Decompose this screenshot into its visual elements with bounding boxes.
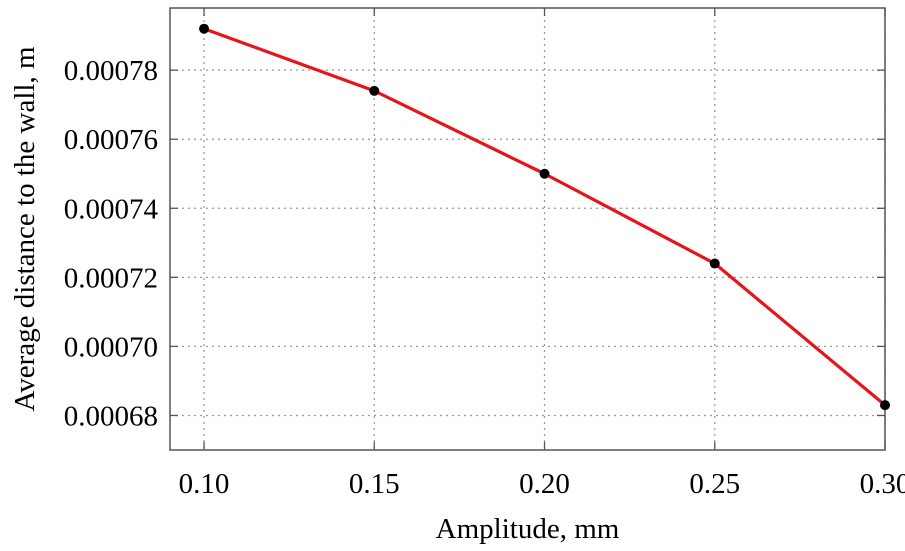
x-tick-label: 0.10 [179,468,230,500]
y-tick-label: 0.00074 [64,193,159,225]
x-tick-label: 0.30 [860,468,905,500]
x-tick-label: 0.25 [689,468,740,500]
y-tick-label: 0.00076 [64,124,158,156]
data-point [880,400,890,411]
grid [170,8,886,450]
plot-frame [169,7,886,451]
y-axis-tick-labels: 0.00068 0.00070 0.00072 0.00074 0.00076 0.000… [64,55,159,432]
y-tick-label: 0.00070 [64,331,158,363]
data-point [539,168,550,179]
series-line [203,27,887,407]
data-point [199,23,210,34]
y-axis-title: Average distance to the wall, m [9,46,41,411]
y-tick-label: 0.00078 [64,55,158,87]
x-axis-tick-labels: 0.10 0.15 0.20 0.25 0.30 [179,468,905,500]
x-tick-label: 0.15 [349,468,400,500]
data-point [709,258,720,269]
axis-ticks [170,8,886,450]
x-axis-title: Amplitude, mm [436,513,620,545]
x-tick-label: 0.20 [519,468,570,500]
y-tick-label: 0.00072 [64,262,158,294]
series [199,23,890,411]
y-tick-label: 0.00068 [64,400,158,432]
data-point [369,85,380,96]
